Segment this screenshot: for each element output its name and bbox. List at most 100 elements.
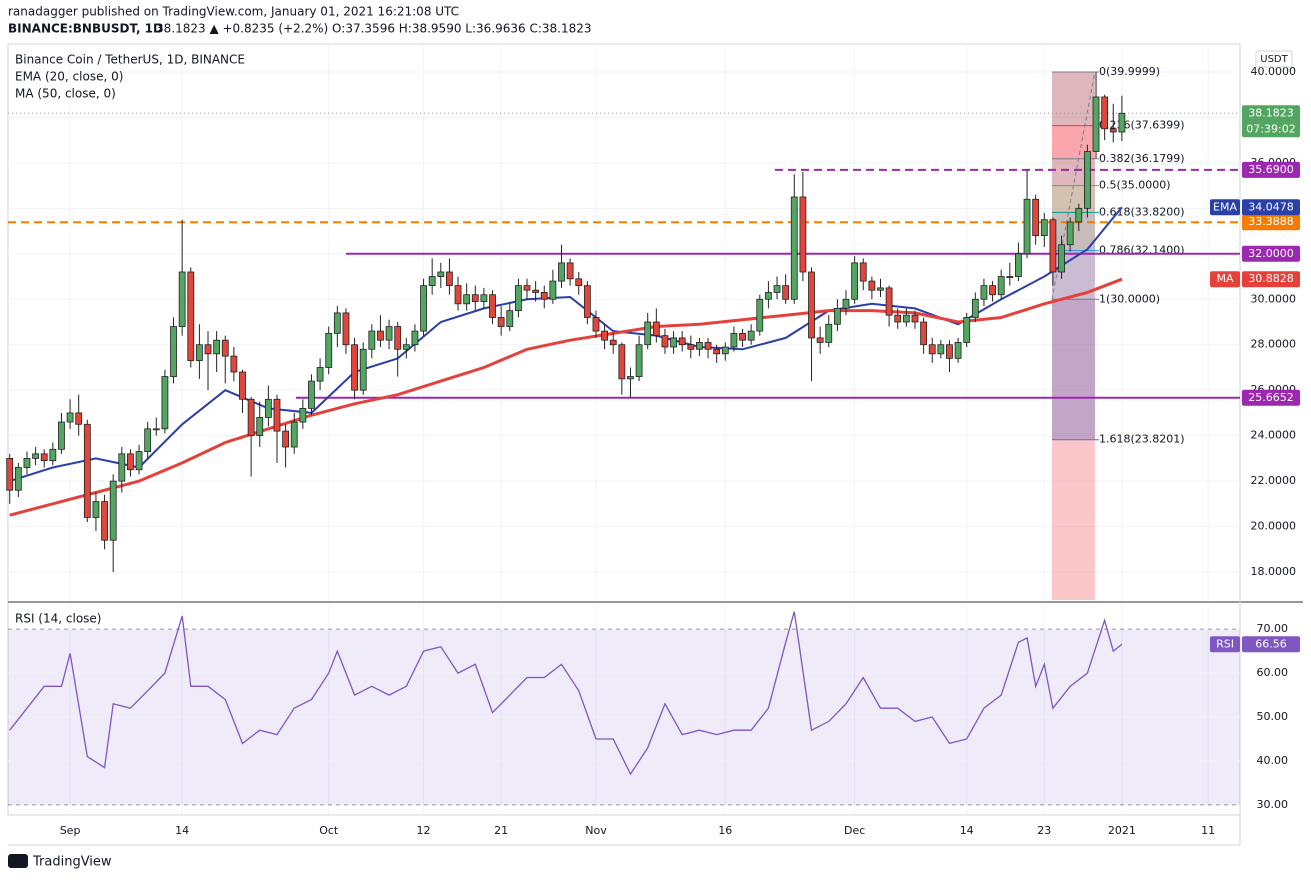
- x-tick-label: 16: [718, 824, 732, 837]
- candle-body: [558, 262, 565, 282]
- candle-body: [652, 321, 660, 337]
- level-tag: [1242, 161, 1300, 178]
- x-tick-label: Nov: [585, 824, 607, 837]
- candle-body: [894, 314, 902, 323]
- candle-body: [799, 196, 807, 273]
- level-tag-label: 33.3888: [1248, 215, 1294, 228]
- candle-body: [635, 344, 643, 377]
- candle-body: [532, 289, 540, 293]
- candle-body: [497, 317, 505, 327]
- candle-body: [109, 480, 117, 541]
- candle-body: [170, 326, 177, 377]
- y-tick-label: 30.00: [1257, 798, 1289, 811]
- candle-body: [23, 457, 31, 468]
- candle-body: [506, 310, 514, 327]
- candle-body: [713, 348, 721, 355]
- fib-label: 0.618(33.8200): [1099, 205, 1185, 218]
- candle-body: [1032, 198, 1040, 237]
- y-tick-label: 18.0000: [1251, 565, 1297, 578]
- candle-body: [963, 317, 971, 343]
- rsi-title: RSI (14, close): [15, 612, 101, 626]
- candle-body: [290, 421, 298, 448]
- candle-body: [833, 307, 841, 325]
- y-tick-label: 20.0000: [1251, 520, 1297, 533]
- candle-body: [696, 342, 703, 350]
- candle-body: [351, 344, 358, 391]
- x-tick-label: 2021: [1108, 824, 1136, 837]
- rsi-line: [9, 611, 1123, 776]
- indicator-line: [9, 277, 1123, 517]
- candle-body: [239, 371, 246, 400]
- candle-body: [859, 262, 867, 282]
- candle-body: [782, 285, 790, 300]
- candle-body: [1092, 96, 1100, 152]
- candle-body: [756, 298, 764, 332]
- candle-body: [1118, 112, 1126, 133]
- indicator-tag-label: 30.8828: [1248, 272, 1294, 285]
- candle-body: [273, 398, 281, 432]
- candle-body: [446, 271, 453, 287]
- candle-body: [58, 421, 65, 450]
- candle-body: [394, 326, 402, 350]
- candle-body: [437, 271, 445, 277]
- candle-body: [377, 330, 384, 341]
- fib-label: 0(39.9999): [1099, 65, 1160, 78]
- candle-body: [997, 276, 1005, 296]
- candle-body: [790, 196, 798, 300]
- candle-body: [1015, 253, 1022, 277]
- candle-body: [773, 285, 781, 293]
- candle-body: [299, 407, 307, 423]
- indicator-legend: MA (50, close, 0): [15, 87, 116, 101]
- candle-body: [627, 376, 634, 380]
- candle-body: [144, 428, 152, 452]
- candle-body: [954, 342, 962, 359]
- candle-body: [428, 276, 436, 287]
- candle-body: [420, 285, 427, 332]
- rsi-name: RSI: [1216, 637, 1234, 650]
- candle-body: [661, 335, 669, 348]
- rsi-tag: [1242, 636, 1300, 653]
- candle-body: [152, 428, 160, 431]
- candle-body: [920, 321, 927, 346]
- candle-body: [359, 348, 367, 391]
- candle-body: [135, 451, 143, 471]
- candle-body: [514, 285, 522, 312]
- candle-body: [566, 262, 574, 280]
- x-tick-label: 14: [960, 824, 974, 837]
- candle-body: [204, 344, 212, 355]
- candle-body: [868, 280, 876, 291]
- candle-body: [911, 314, 919, 323]
- x-tick-label: 14: [175, 824, 189, 837]
- level-tag: [1242, 214, 1300, 231]
- candle-body: [308, 380, 315, 409]
- candle-body: [195, 344, 203, 362]
- level-tag: [1242, 389, 1300, 406]
- candle-body: [739, 332, 746, 341]
- countdown: 07:39:02: [1246, 122, 1295, 135]
- candle-body: [730, 332, 738, 348]
- indicator-tag-label: 34.0478: [1248, 200, 1294, 213]
- candle-body: [101, 501, 108, 541]
- candle-body: [592, 317, 600, 332]
- rsi-tag-label: 66.56: [1255, 637, 1287, 650]
- footer-logo: TradingView: [8, 854, 112, 870]
- indicator-tag: [1242, 199, 1300, 216]
- candle-body: [14, 467, 22, 491]
- candle-body: [282, 430, 290, 448]
- level-tag-label: 32.0000: [1248, 247, 1294, 260]
- indicator-name: EMA: [1213, 200, 1237, 213]
- candle-body: [333, 312, 341, 334]
- candle-body: [402, 344, 410, 350]
- y-tick-label: 40.00: [1257, 754, 1289, 767]
- candle-body: [937, 344, 945, 355]
- candle-body: [885, 287, 893, 316]
- candle-body: [618, 344, 626, 380]
- candle-body: [523, 285, 531, 291]
- candle-body: [368, 330, 376, 350]
- candle-body: [946, 344, 953, 359]
- candle-body: [971, 298, 979, 318]
- last-price-tag: [1242, 105, 1300, 138]
- rsi-name-tag: [1210, 636, 1240, 653]
- candle-body: [902, 314, 910, 323]
